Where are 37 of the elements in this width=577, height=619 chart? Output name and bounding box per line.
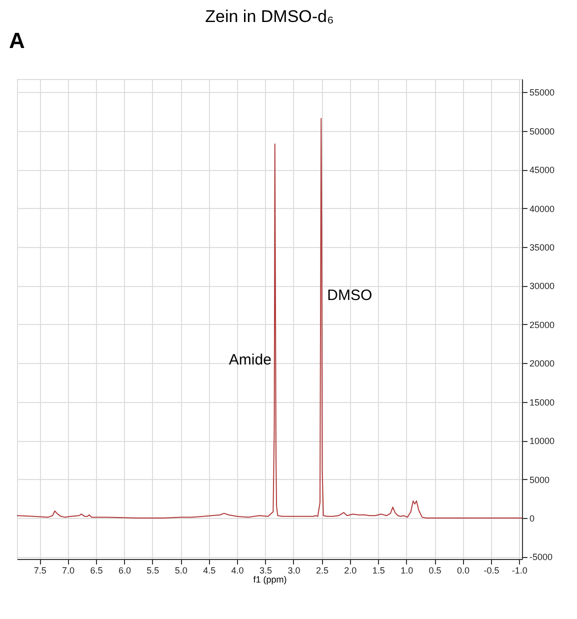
- chart-title: Zein in DMSO-d₆: [205, 7, 334, 26]
- y-tick-label: 35000: [530, 242, 555, 252]
- y-tick-label: 20000: [530, 358, 555, 369]
- x-axis-title: f1 (ppm): [253, 574, 287, 584]
- line-series: [16, 118, 522, 518]
- x-tick-label: 7.0: [62, 566, 75, 576]
- x-tick-label: 4.5: [203, 566, 216, 576]
- x-tick-label: 3.0: [288, 566, 300, 576]
- x-tick-label: 0.0: [456, 566, 470, 576]
- x-tick-label: 0.5: [428, 566, 442, 576]
- x-tick-label: 3.5: [260, 566, 272, 576]
- y-tick-label: 10000: [530, 436, 555, 446]
- text: A: [9, 28, 25, 53]
- x-tick-label: 6.5: [90, 566, 103, 576]
- y-tick-label: 15000: [530, 397, 555, 408]
- x-tick-label: 2.0: [344, 566, 357, 576]
- y-tick-label: 30000: [530, 281, 555, 292]
- x-tick-label: 2.5: [316, 566, 328, 576]
- y-tick-label: 55000: [530, 88, 555, 98]
- x-tick-label: -1.0: [512, 566, 528, 576]
- x-tick-label: 4.0: [231, 566, 244, 576]
- x-tick-label: 1.5: [372, 566, 385, 576]
- x-tick-label: 1.0: [400, 566, 414, 576]
- x-tick-label: 6.0: [118, 566, 131, 576]
- annotation: Amide: [228, 351, 272, 368]
- x-tick-label: 5.0: [174, 566, 188, 576]
- y-tick-label: 25000: [530, 320, 555, 330]
- y-tick-label: -5000: [530, 552, 553, 562]
- x-tick-label: 5.5: [146, 566, 160, 576]
- y-tick-label: 5000: [530, 474, 550, 485]
- y-tick-label: 50000: [530, 126, 555, 136]
- y-tick-label: 0: [530, 513, 535, 524]
- x-tick-label: 7.5: [34, 566, 46, 576]
- y-tick-label: 40000: [530, 204, 555, 214]
- x-tick-label: -0.5: [484, 566, 500, 576]
- annotation: DMSO: [327, 287, 372, 304]
- y-tick-label: 45000: [530, 165, 555, 176]
